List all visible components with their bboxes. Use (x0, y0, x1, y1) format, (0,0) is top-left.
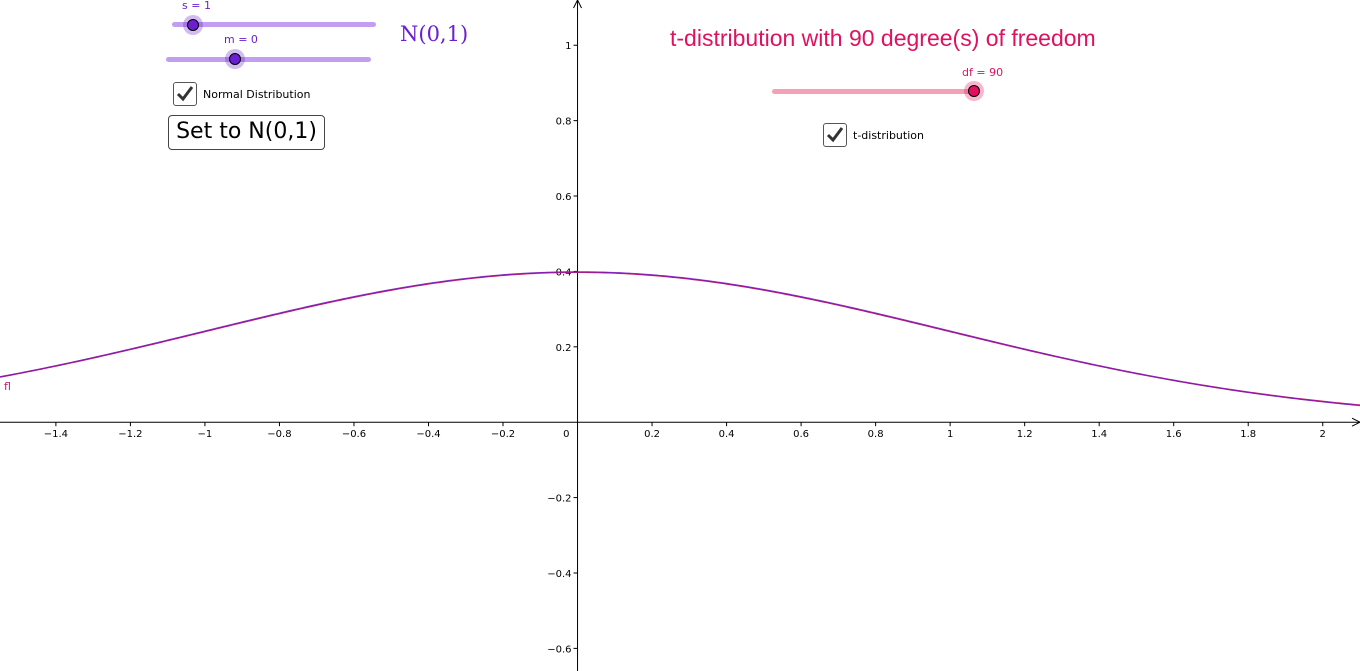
m-slider-thumb[interactable] (229, 53, 241, 65)
t-distribution-curve (0, 271, 1360, 406)
x-tick-label: 0.2 (644, 429, 660, 440)
x-tick-label: 1.4 (1091, 429, 1107, 440)
checkmark-icon (176, 86, 194, 102)
m-slider-track[interactable] (166, 57, 371, 62)
normal-distribution-checkbox-label: Normal Distribution (203, 88, 311, 101)
normal-distribution-checkbox[interactable] (173, 82, 197, 106)
x-tick-label: 1.2 (1017, 429, 1033, 440)
checkmark-icon (826, 127, 844, 143)
normal-title: N(0,1) (400, 22, 469, 46)
y-tick-label: 0.6 (556, 192, 572, 203)
y-tick-label: −0.2 (547, 494, 571, 505)
x-tick-label: −1 (198, 429, 213, 440)
t-title: t-distribution with 90 degree(s) of free… (670, 25, 1096, 51)
x-axis-arrow-icon (1351, 417, 1360, 427)
t-distribution-checkbox[interactable] (823, 123, 847, 147)
y-tick-label: −0.4 (547, 569, 571, 580)
y-tick-label: −0.6 (547, 644, 571, 655)
x-tick-label: 2 (1320, 429, 1326, 440)
y-axis-arrow-icon (573, 0, 582, 9)
m-slider-label: m = 0 (224, 33, 258, 46)
x-tick-label: 1.8 (1240, 429, 1256, 440)
x-tick-label: 0 (563, 429, 569, 440)
x-tick-label: 1 (947, 429, 953, 440)
x-tick-label: −1.4 (44, 429, 68, 440)
t-distribution-checkbox-label: t-distribution (853, 129, 924, 142)
set-to-n01-button[interactable]: Set to N(0,1) (168, 115, 325, 150)
s-slider-label: s = 1 (182, 0, 211, 12)
x-tick-label: −0.6 (342, 429, 366, 440)
normal-distribution-curve (0, 271, 1360, 407)
x-tick-label: 1.6 (1166, 429, 1182, 440)
curve-label: fl (4, 380, 11, 393)
x-tick-label: −0.8 (267, 429, 291, 440)
tick-labels: −1.4 −1.2 −1 −0.8 −0.6 −0.4 −0.2 0 0.2 0.4 0.6 0.8 1… (44, 41, 1326, 655)
x-tick-label: −0.4 (416, 429, 440, 440)
df-slider-thumb[interactable] (968, 85, 980, 97)
y-tick-label: 1 (565, 41, 571, 52)
x-tick-label: 0.8 (868, 429, 884, 440)
y-tick-label: 0.8 (556, 117, 572, 128)
s-slider-track[interactable] (172, 22, 376, 27)
df-slider-track[interactable] (772, 89, 977, 94)
x-tick-label: −0.2 (491, 429, 515, 440)
df-slider-label: df = 90 (962, 66, 1004, 79)
x-tick-label: 0.6 (793, 429, 809, 440)
x-tick-label: 0.4 (719, 429, 735, 440)
s-slider-thumb[interactable] (187, 19, 199, 31)
x-tick-label: −1.2 (118, 429, 142, 440)
y-tick-label: 0.2 (556, 343, 572, 354)
